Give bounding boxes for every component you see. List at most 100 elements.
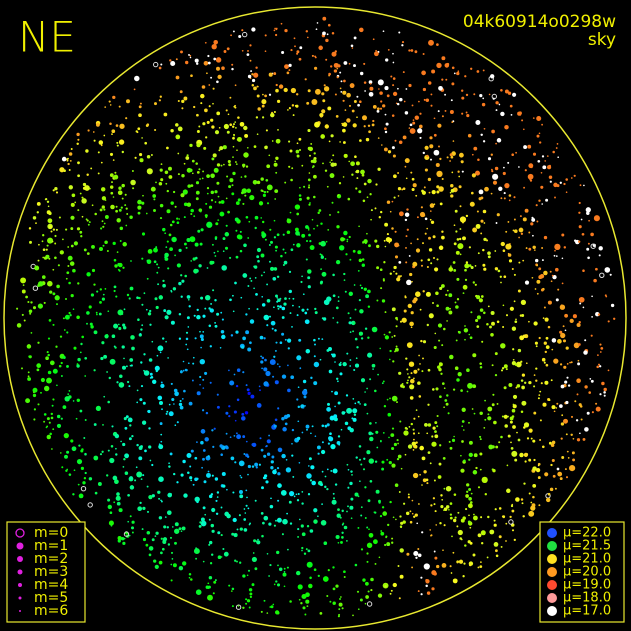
star xyxy=(211,125,215,129)
star xyxy=(468,333,471,336)
star xyxy=(288,297,291,300)
star xyxy=(453,518,457,523)
star xyxy=(273,72,277,76)
star xyxy=(565,433,568,436)
star xyxy=(85,218,88,221)
star xyxy=(207,594,213,601)
star xyxy=(98,246,104,252)
star xyxy=(431,301,435,305)
star xyxy=(273,29,276,32)
star xyxy=(266,612,269,614)
star xyxy=(52,398,55,401)
star xyxy=(542,165,547,170)
star xyxy=(88,477,93,481)
star xyxy=(232,136,235,140)
star xyxy=(48,319,52,322)
star xyxy=(449,110,454,114)
star xyxy=(545,363,549,367)
star xyxy=(365,595,369,599)
star xyxy=(199,210,202,213)
star xyxy=(392,84,395,87)
star xyxy=(195,181,200,185)
star xyxy=(156,271,159,274)
star xyxy=(418,354,420,357)
star xyxy=(509,306,514,311)
star xyxy=(236,139,239,141)
star xyxy=(397,454,402,459)
star xyxy=(572,314,577,319)
star xyxy=(302,406,305,409)
star xyxy=(535,258,539,263)
star xyxy=(153,61,159,68)
star xyxy=(36,211,39,214)
star xyxy=(320,268,322,270)
star xyxy=(377,137,380,139)
star xyxy=(297,584,303,590)
star xyxy=(101,450,104,453)
star xyxy=(518,111,522,115)
star xyxy=(109,122,112,125)
star xyxy=(413,417,416,420)
star xyxy=(174,205,177,208)
star xyxy=(256,403,262,408)
star xyxy=(225,224,228,227)
star xyxy=(99,453,103,456)
star xyxy=(313,195,316,199)
star xyxy=(209,381,212,384)
star xyxy=(214,321,217,324)
star xyxy=(522,259,525,262)
star xyxy=(334,361,336,363)
star xyxy=(237,136,242,142)
star xyxy=(487,413,490,416)
star xyxy=(181,526,186,531)
star xyxy=(104,215,109,219)
star xyxy=(554,487,557,490)
magnitude-symbol xyxy=(19,610,21,612)
star xyxy=(111,129,116,134)
star xyxy=(436,185,440,189)
star xyxy=(121,313,124,315)
star xyxy=(304,405,306,407)
star xyxy=(536,134,540,138)
star xyxy=(502,325,505,329)
star xyxy=(479,435,482,438)
star xyxy=(59,167,65,173)
star xyxy=(131,434,134,438)
star xyxy=(517,348,522,353)
star xyxy=(449,513,453,516)
star xyxy=(289,600,292,603)
star xyxy=(256,255,260,259)
star xyxy=(330,469,333,472)
star xyxy=(309,240,312,243)
star xyxy=(349,427,354,433)
star xyxy=(46,244,49,247)
star xyxy=(186,154,189,157)
star xyxy=(196,314,201,320)
star xyxy=(283,87,288,93)
star xyxy=(239,121,245,127)
star xyxy=(44,385,50,392)
star xyxy=(162,279,165,283)
star xyxy=(159,217,163,220)
star xyxy=(307,269,312,274)
star xyxy=(289,149,293,153)
star xyxy=(379,107,383,110)
star xyxy=(165,412,168,415)
star xyxy=(198,125,201,128)
star xyxy=(268,522,272,526)
star xyxy=(82,186,87,190)
star xyxy=(502,304,505,307)
star xyxy=(409,520,413,524)
star xyxy=(354,363,360,368)
star xyxy=(310,465,315,470)
star xyxy=(162,539,165,542)
star xyxy=(289,522,293,525)
star xyxy=(158,66,162,70)
star xyxy=(383,405,387,408)
star xyxy=(412,472,419,479)
star xyxy=(401,41,405,44)
star xyxy=(93,283,96,286)
star xyxy=(168,175,173,179)
star xyxy=(347,312,350,315)
star xyxy=(403,309,407,313)
